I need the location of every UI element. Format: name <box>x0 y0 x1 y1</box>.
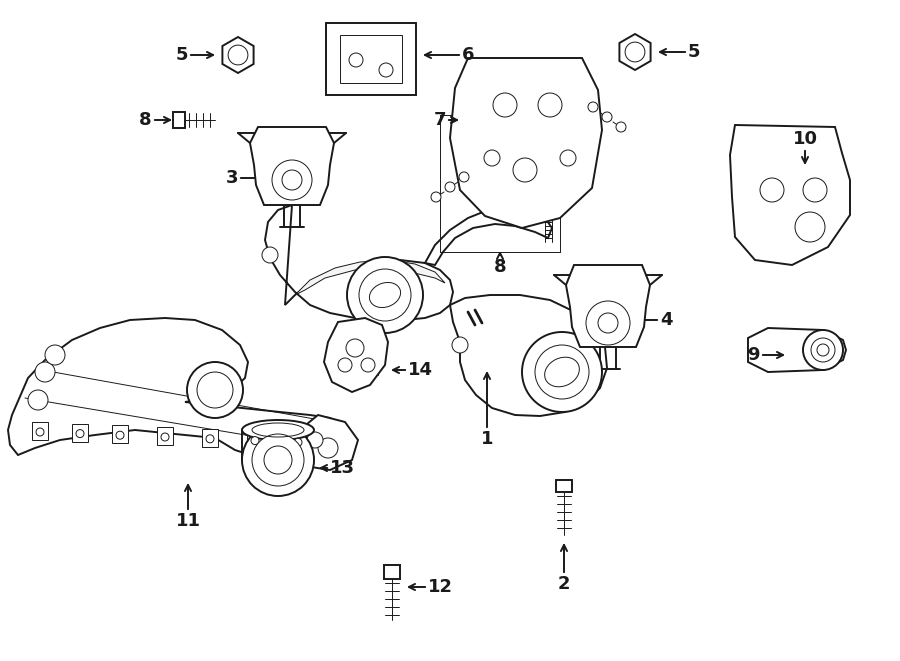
Circle shape <box>116 431 124 439</box>
Circle shape <box>272 160 312 200</box>
Polygon shape <box>295 260 445 295</box>
Text: 3: 3 <box>226 169 238 187</box>
Polygon shape <box>32 422 48 440</box>
Circle shape <box>535 345 589 399</box>
Polygon shape <box>202 429 218 447</box>
Polygon shape <box>173 112 185 128</box>
Text: 5: 5 <box>688 43 700 61</box>
Circle shape <box>187 362 243 418</box>
Circle shape <box>251 437 259 445</box>
Polygon shape <box>556 480 572 492</box>
Text: 8: 8 <box>140 111 152 129</box>
Text: 4: 4 <box>660 311 672 329</box>
Polygon shape <box>288 415 358 470</box>
Circle shape <box>626 42 645 62</box>
Polygon shape <box>265 205 453 320</box>
Circle shape <box>252 434 304 486</box>
Text: 14: 14 <box>408 361 433 379</box>
Circle shape <box>538 93 562 117</box>
Circle shape <box>811 338 835 362</box>
Circle shape <box>262 247 278 263</box>
Circle shape <box>349 53 363 67</box>
Circle shape <box>338 358 352 372</box>
Circle shape <box>282 170 302 190</box>
Polygon shape <box>72 424 88 442</box>
Circle shape <box>359 269 411 321</box>
Circle shape <box>161 433 169 441</box>
Circle shape <box>36 428 44 436</box>
Polygon shape <box>450 58 602 228</box>
Circle shape <box>431 192 441 202</box>
Circle shape <box>588 102 598 112</box>
Circle shape <box>484 150 500 166</box>
Text: 11: 11 <box>176 512 201 530</box>
Circle shape <box>760 178 784 202</box>
Circle shape <box>45 345 65 365</box>
Circle shape <box>206 435 214 443</box>
Circle shape <box>459 172 469 182</box>
Circle shape <box>35 362 55 382</box>
Text: 13: 13 <box>330 459 355 477</box>
Circle shape <box>307 432 323 448</box>
Circle shape <box>493 93 517 117</box>
Text: 9: 9 <box>748 346 760 364</box>
Polygon shape <box>112 425 128 443</box>
Text: 5: 5 <box>176 46 188 64</box>
Polygon shape <box>222 37 254 73</box>
Text: 7: 7 <box>434 111 446 129</box>
Text: 6: 6 <box>462 46 474 64</box>
Circle shape <box>803 178 827 202</box>
Polygon shape <box>8 318 348 460</box>
Circle shape <box>817 344 829 356</box>
Circle shape <box>522 332 602 412</box>
Text: 10: 10 <box>793 130 817 148</box>
Polygon shape <box>290 432 306 450</box>
Polygon shape <box>566 265 650 347</box>
Polygon shape <box>384 565 400 579</box>
Polygon shape <box>157 427 173 445</box>
Circle shape <box>347 257 423 333</box>
Circle shape <box>795 212 825 242</box>
Circle shape <box>28 390 48 410</box>
Circle shape <box>264 446 292 474</box>
Circle shape <box>228 45 248 65</box>
Circle shape <box>452 337 468 353</box>
Ellipse shape <box>242 420 314 440</box>
Polygon shape <box>748 328 846 372</box>
Circle shape <box>602 112 612 122</box>
Circle shape <box>803 330 843 370</box>
Circle shape <box>242 424 314 496</box>
Circle shape <box>586 301 630 345</box>
Circle shape <box>294 438 302 446</box>
Circle shape <box>197 372 233 408</box>
Circle shape <box>616 122 626 132</box>
Circle shape <box>445 182 455 192</box>
Polygon shape <box>324 318 388 392</box>
Circle shape <box>318 438 338 458</box>
Circle shape <box>76 430 84 438</box>
Polygon shape <box>730 125 850 265</box>
Polygon shape <box>326 23 416 95</box>
Polygon shape <box>425 207 552 265</box>
Text: 12: 12 <box>428 578 453 596</box>
Circle shape <box>513 158 537 182</box>
Polygon shape <box>450 295 607 416</box>
Circle shape <box>379 63 393 77</box>
Circle shape <box>346 339 364 357</box>
Circle shape <box>361 358 375 372</box>
Circle shape <box>598 313 618 333</box>
Text: 1: 1 <box>481 430 493 448</box>
Polygon shape <box>250 127 334 205</box>
Polygon shape <box>247 430 263 449</box>
Circle shape <box>560 150 576 166</box>
Polygon shape <box>619 34 651 70</box>
Text: 8: 8 <box>494 258 507 276</box>
Circle shape <box>592 302 608 318</box>
Text: 2: 2 <box>558 575 571 593</box>
